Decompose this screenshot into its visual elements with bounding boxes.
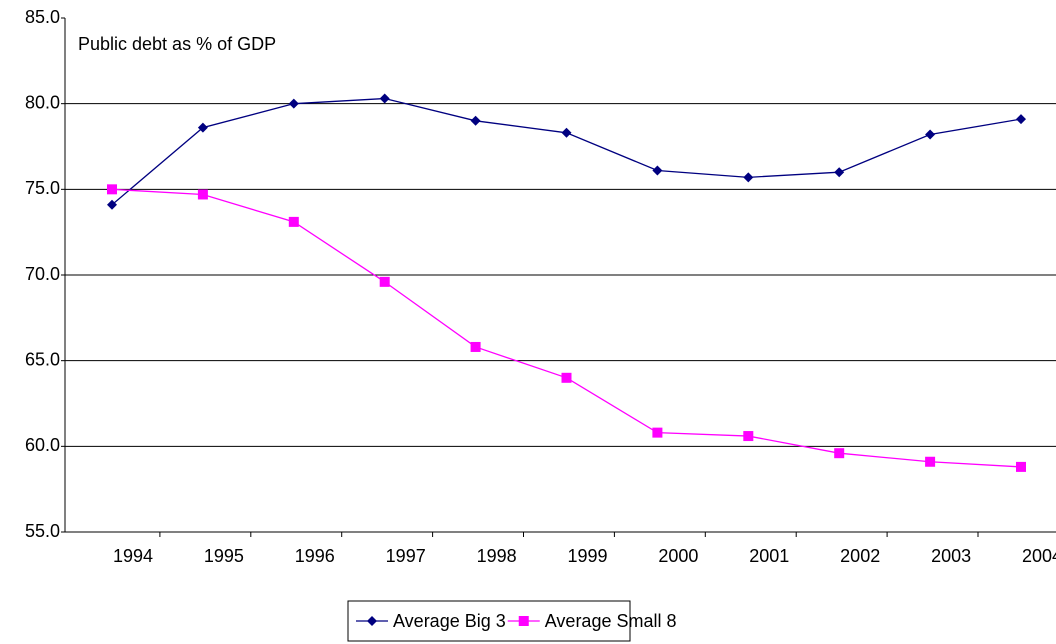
y-tick-label: 75.0 <box>25 178 60 198</box>
x-tick-label: 2000 <box>658 546 698 566</box>
data-point <box>288 98 299 109</box>
x-tick-label: 2001 <box>749 546 789 566</box>
y-tick-label: 80.0 <box>25 92 60 112</box>
x-tick-label: 1998 <box>477 546 517 566</box>
data-point <box>652 165 663 176</box>
data-point <box>561 372 572 383</box>
y-tick-label: 70.0 <box>25 264 60 284</box>
x-tick-label: 1997 <box>386 546 426 566</box>
legend-box <box>347 600 631 642</box>
x-tick-label: 1996 <box>295 546 335 566</box>
data-point <box>743 431 754 442</box>
data-point <box>1016 461 1026 472</box>
series-line <box>111 188 1022 468</box>
data-point <box>834 448 845 459</box>
x-tick-label: 1999 <box>567 546 607 566</box>
y-tick-label: 60.0 <box>25 435 60 455</box>
y-tick-label: 55.0 <box>25 521 60 541</box>
data-point <box>288 216 299 227</box>
legend-marker <box>367 616 377 626</box>
x-tick-label: 1994 <box>113 546 153 566</box>
data-point <box>107 184 117 195</box>
data-point <box>561 127 572 138</box>
x-tick-label: 2003 <box>931 546 971 566</box>
y-tick-label: 85.0 <box>25 7 60 27</box>
legend-label: Average Big 3 <box>393 611 506 631</box>
data-point <box>743 172 754 183</box>
data-point <box>197 189 208 200</box>
data-point <box>834 167 845 178</box>
data-point <box>925 456 936 467</box>
annotation: Public debt as % of GDP <box>78 34 276 54</box>
data-point <box>197 122 208 133</box>
x-tick-label: 2004 <box>1022 546 1056 566</box>
data-point <box>107 199 117 210</box>
series-line <box>111 97 1022 206</box>
data-point <box>925 129 936 140</box>
x-tick-label: 2002 <box>840 546 880 566</box>
data-point <box>470 115 481 126</box>
x-tick-label: 1995 <box>204 546 244 566</box>
data-point <box>379 276 390 287</box>
data-point <box>652 427 663 438</box>
y-tick-label: 65.0 <box>25 349 60 369</box>
data-point <box>1016 114 1026 125</box>
legend-marker <box>518 616 529 626</box>
data-point <box>470 341 481 352</box>
data-point <box>379 93 390 104</box>
legend-label: Average Small 8 <box>545 611 677 631</box>
